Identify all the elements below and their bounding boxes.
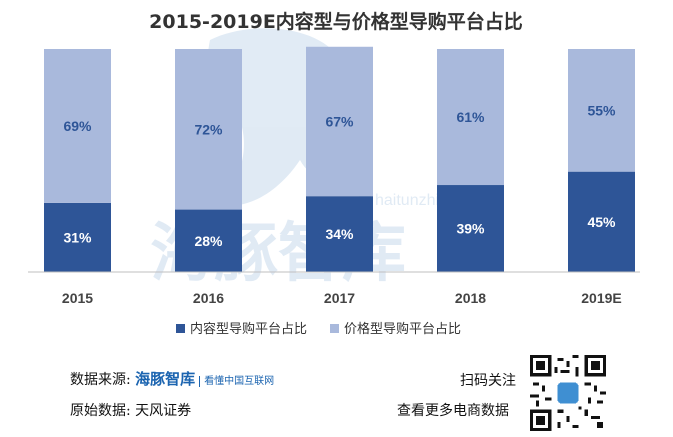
data-label-price-2017: 67%	[325, 113, 354, 129]
bars-group: 31% 69% 28% 72% 34% 67% 39% 61% 45% 55%	[44, 46, 635, 272]
x-ticks: 2015 2016 2017 2018 2019E	[62, 290, 622, 306]
bar-content-2019E	[568, 171, 635, 272]
scan-text: 扫码关注	[460, 373, 516, 389]
data-label-price-2019E: 55%	[587, 102, 616, 118]
data-label-content-2019E: 45%	[587, 214, 616, 230]
x-tick-label: 2018	[455, 290, 486, 306]
bar-price-2016	[175, 49, 242, 210]
data-label-price-2018: 61%	[456, 109, 485, 125]
bar-price-2019E	[568, 49, 635, 172]
qr-logo-icon	[557, 382, 579, 404]
legend-label-content: 内容型导购平台占比	[190, 321, 307, 337]
legend: 内容型导购平台占比 价格型导购平台占比	[176, 321, 461, 337]
original-data-line: 原始数据: 天风证券	[70, 400, 191, 420]
legend-swatch-content	[176, 324, 185, 333]
bar-content-2017	[306, 196, 373, 272]
legend-swatch-price	[330, 324, 339, 333]
source-brand: 海豚智库	[135, 370, 196, 388]
x-tick-label: 2015	[62, 290, 93, 306]
bar-content-2018	[437, 185, 504, 272]
qr-code[interactable]	[530, 355, 606, 431]
source-brand-subtitle: 看懂中国互联网	[199, 376, 275, 387]
chart-title: 2015-2019E内容型与价格型导购平台占比	[149, 10, 523, 33]
original-value: 天风证券	[135, 403, 192, 419]
source-line: 数据来源: 海豚智库 看懂中国互联网	[70, 368, 275, 389]
bar-price-2017	[306, 46, 373, 197]
bar-content-2015	[44, 202, 111, 272]
x-tick-label: 2019E	[581, 290, 621, 306]
bar-price-2015	[44, 49, 111, 203]
data-label-content-2018: 39%	[456, 221, 485, 237]
data-label-content-2017: 34%	[325, 226, 354, 242]
original-label: 原始数据:	[70, 403, 131, 419]
x-tick-label: 2017	[324, 290, 355, 306]
bar-content-2016	[175, 209, 242, 272]
data-label-content-2016: 28%	[194, 233, 223, 249]
data-label-content-2015: 31%	[63, 229, 92, 245]
legend-label-price: 价格型导购平台占比	[344, 321, 461, 337]
x-tick-label: 2016	[193, 290, 224, 306]
bar-price-2018	[437, 49, 504, 186]
data-label-price-2015: 69%	[63, 118, 92, 134]
more-data-text: 查看更多电商数据	[397, 403, 509, 419]
source-label: 数据来源:	[70, 372, 131, 388]
data-label-price-2016: 72%	[194, 121, 223, 137]
